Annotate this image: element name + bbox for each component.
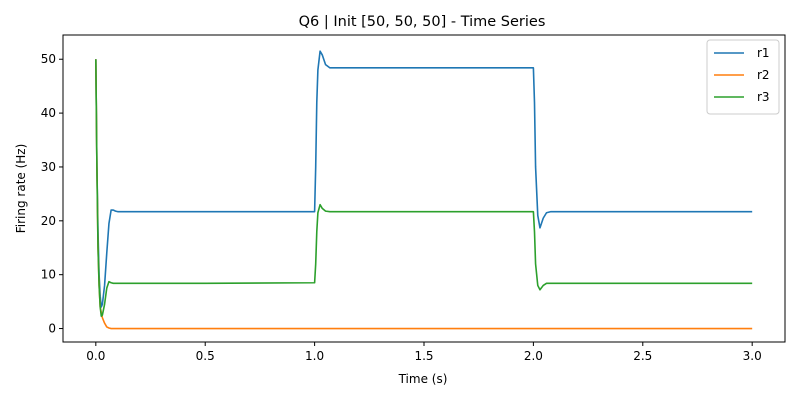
- x-axis: 0.0 0.5 1.0 1.5 2.0 2.5 3.0: [86, 342, 762, 363]
- plot-area: [95, 50, 753, 330]
- legend: r1 r2 r3: [706, 39, 780, 115]
- y-tick-label: 40: [41, 106, 56, 120]
- x-tick-label: 1.5: [414, 349, 433, 363]
- y-tick-label: 10: [41, 268, 56, 282]
- x-tick-label: 2.0: [524, 349, 543, 363]
- series-line-r3: [95, 59, 753, 317]
- chart-title: Q6 | Init [50, 50, 50] - Time Series: [299, 14, 546, 30]
- x-axis-label: Time (s): [398, 372, 448, 386]
- x-tick-label: 2.5: [633, 349, 652, 363]
- x-tick-label: 0.5: [196, 349, 215, 363]
- y-axis: 0 10 20 30 40 50: [41, 52, 63, 336]
- y-axis-label: Firing rate (Hz): [14, 144, 28, 234]
- legend-label-r1: r1: [757, 46, 770, 60]
- legend-box: [706, 39, 780, 115]
- y-tick-label: 50: [41, 52, 56, 66]
- x-tick-label: 0.0: [86, 349, 105, 363]
- series-line-r1: [95, 50, 753, 308]
- legend-label-r2: r2: [757, 68, 770, 82]
- y-tick-label: 30: [41, 160, 56, 174]
- x-tick-label: 1.0: [305, 349, 324, 363]
- x-tick-label: 3.0: [743, 349, 762, 363]
- legend-label-r3: r3: [757, 90, 770, 104]
- y-tick-label: 20: [41, 214, 56, 228]
- y-tick-label: 0: [48, 322, 56, 336]
